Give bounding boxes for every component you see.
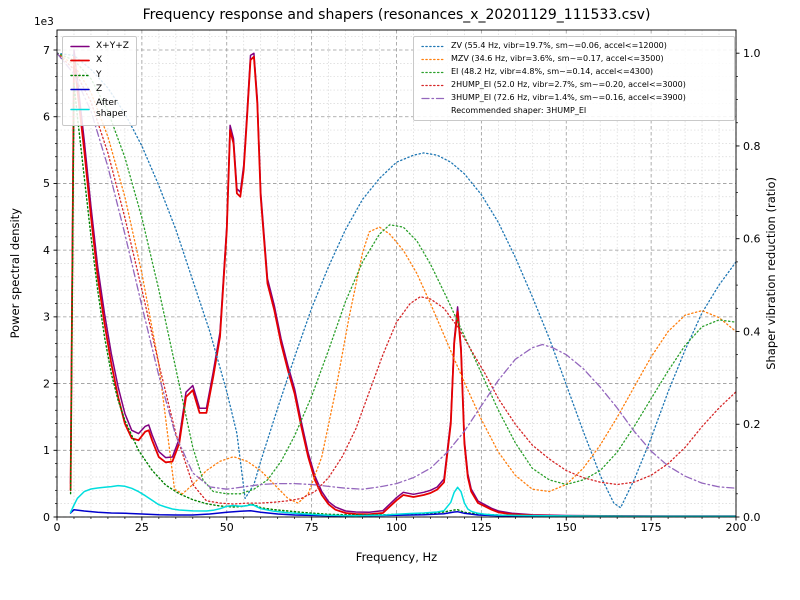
svg-text:3: 3 [43,311,50,324]
svg-text:4: 4 [43,244,50,257]
svg-text:75: 75 [305,521,319,534]
svg-text:50: 50 [220,521,234,534]
legend-entry-label: MZV (34.6 Hz, vibr=3.6%, sm~=0.17, accel… [451,54,664,63]
y-axis-label-left: Power spectral density [8,208,22,339]
y-axis-label-right: Shaper vibration reduction (ratio) [764,177,778,370]
shaper-series-3hump_ei [57,52,736,490]
legend-entry-label: ZV (55.4 Hz, vibr=19.7%, sm~=0.06, accel… [451,41,667,50]
legend-entry-label: Z [96,83,103,94]
svg-text:2: 2 [43,377,50,390]
legend-entry-label: After shaper [96,98,127,120]
svg-text:1.0: 1.0 [743,47,761,60]
svg-text:6: 6 [43,111,50,124]
y-axis-right-label-area: Shaper vibration reduction (ratio) [762,30,780,517]
legend-line-sample [421,97,445,99]
shaper-series-2hump_ei [57,52,736,505]
svg-text:1: 1 [43,444,50,457]
psd-series-after-shaper [69,484,736,517]
x-axis-label: Frequency, Hz [355,550,438,564]
svg-text:25: 25 [135,521,149,534]
psd-series-x [69,55,736,517]
legend-entry: Y [70,70,129,81]
legend-entry: After shaper [70,98,129,121]
legend-entry: ZV (55.4 Hz, vibr=19.7%, sm~=0.06, accel… [421,41,727,51]
legend-line-sample [70,45,90,48]
legend-line-sample [421,58,445,60]
svg-text:0.8: 0.8 [743,140,761,153]
legend-line-sample [70,88,90,91]
legend-entry: 3HUMP_EI (72.6 Hz, vibr=1.4%, sm~=0.16, … [421,93,727,103]
svg-text:150: 150 [556,521,577,534]
svg-text:0.2: 0.2 [743,418,761,431]
legend-entry: X+Y+Z [70,41,129,52]
legend-line-sample [421,71,445,73]
legend-line-sample [421,84,445,86]
svg-text:0.6: 0.6 [743,233,761,246]
shaper-series-ei [57,52,736,495]
psd-series [69,49,736,517]
legend-entry-label: 2HUMP_EI (52.0 Hz, vibr=2.7%, sm~=0.20, … [451,80,686,89]
legend-entry-label: X+Y+Z [96,41,129,51]
legend-entry: MZV (34.6 Hz, vibr=3.6%, sm~=0.17, accel… [421,54,727,64]
svg-text:200: 200 [726,521,747,534]
legend-entry: EI (48.2 Hz, vibr=4.8%, sm~=0.14, accel<… [421,67,727,77]
legend-entry: X [70,55,129,66]
legend-line-sample [70,108,90,110]
legend-line-sample [70,59,90,62]
svg-text:0.4: 0.4 [743,325,761,338]
legend-entry-label: Recommended shaper: 3HUMP_EI [451,106,587,115]
legend-entry-label: X [96,55,103,66]
shaper-series-mzv [57,52,736,504]
legend-entry-label: 3HUMP_EI (72.6 Hz, vibr=1.4%, sm~=0.16, … [451,93,686,102]
y-axis-offset-label: 1e3 [34,16,54,28]
legend-psd: X+Y+Z X Y Z After shaper [62,36,137,126]
legend-entry-label: Y [96,69,102,80]
svg-text:0.0: 0.0 [743,511,761,524]
legend-shapers: ZV (55.4 Hz, vibr=19.7%, sm~=0.06, accel… [413,36,735,121]
chart-title: Frequency response and shapers (resonanc… [142,7,651,23]
svg-text:0: 0 [43,511,50,524]
shaper-series [57,52,736,509]
y-axis-left-label-area: Power spectral density [6,30,24,517]
shaper-series-zv [57,52,736,509]
svg-text:0: 0 [54,521,61,534]
legend-line-sample [70,74,90,76]
legend-entry: Recommended shaper: 3HUMP_EI [421,106,727,116]
svg-text:5: 5 [43,177,50,190]
legend-entry: Z [70,84,129,95]
svg-text:100: 100 [386,521,407,534]
svg-text:125: 125 [471,521,492,534]
svg-text:175: 175 [641,521,662,534]
legend-entry: 2HUMP_EI (52.0 Hz, vibr=2.7%, sm~=0.20, … [421,80,727,90]
psd-series-z [69,508,736,517]
svg-text:7: 7 [43,44,50,57]
legend-entry-label: EI (48.2 Hz, vibr=4.8%, sm~=0.14, accel<… [451,67,654,76]
axis-ticks: 0 25 50 75 100 125 150 175 200 0 1 2 3 4 5 6 7 0.0 0.2 0.4 0… [43,36,761,534]
legend-line-sample [421,45,445,47]
